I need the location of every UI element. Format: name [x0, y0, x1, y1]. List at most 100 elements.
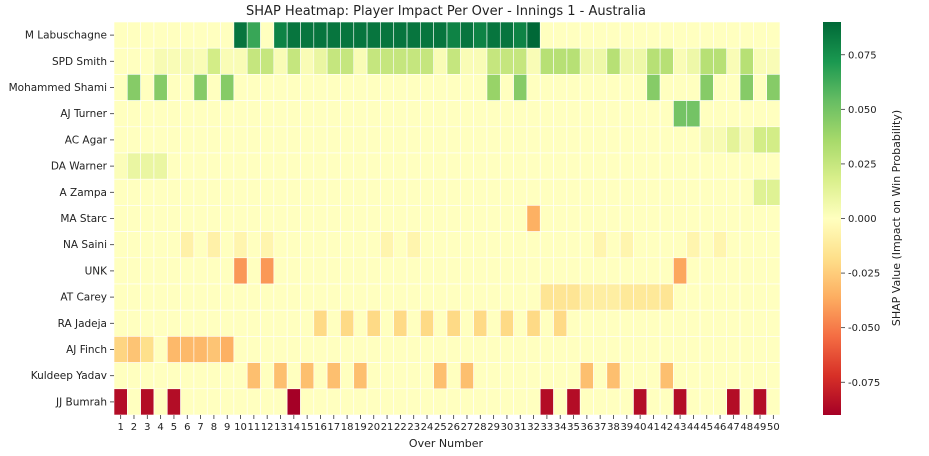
heatmap-cell	[739, 74, 754, 101]
heatmap-cell	[486, 257, 501, 285]
heatmap-cell	[220, 152, 235, 180]
heatmap-cell	[273, 152, 288, 180]
heatmap-cell	[659, 283, 674, 311]
heatmap-cell	[606, 21, 621, 49]
heatmap-cell	[353, 362, 368, 390]
heatmap-cell	[326, 178, 341, 206]
heatmap-cell	[433, 47, 448, 75]
heatmap-cell	[726, 257, 741, 285]
heatmap-cell	[473, 126, 488, 154]
heatmap-cell	[153, 231, 168, 259]
heatmap-cell	[406, 388, 421, 416]
heatmap-cell	[326, 257, 341, 285]
heatmap-cell	[140, 309, 155, 337]
heatmap-cell	[153, 100, 168, 128]
heatmap-cell	[526, 47, 541, 75]
heatmap-cell	[739, 336, 754, 363]
heatmap-cell	[659, 126, 674, 154]
heatmap-cell	[673, 21, 688, 49]
heatmap-cell	[713, 283, 728, 311]
heatmap-cell	[579, 257, 594, 285]
heatmap-cell	[220, 100, 235, 128]
heatmap-cell	[313, 283, 328, 311]
heatmap-cell	[380, 178, 395, 206]
heatmap-cell	[420, 205, 434, 232]
heatmap-cell	[513, 74, 528, 101]
heatmap-cell	[206, 283, 221, 311]
heatmap-cell	[393, 47, 408, 75]
heatmap-cell	[326, 74, 341, 101]
heatmap-cell	[593, 178, 608, 206]
heatmap-cell	[499, 205, 514, 232]
heatmap-cell	[180, 388, 195, 416]
heatmap-cell	[113, 336, 128, 363]
heatmap-cell	[433, 257, 448, 285]
heatmap-cell	[313, 126, 328, 154]
heatmap-cell	[433, 152, 448, 180]
colorbar-tick-label: -0.050	[848, 323, 880, 334]
heatmap-cell	[113, 362, 128, 390]
heatmap-cell	[260, 309, 275, 337]
heatmap-cell	[446, 283, 461, 311]
heatmap-cell	[633, 74, 648, 101]
heatmap-cell	[420, 257, 434, 285]
heatmap-cell	[659, 336, 674, 363]
heatmap-cell	[206, 362, 221, 390]
heatmap-cell	[366, 257, 381, 285]
heatmap-cell	[353, 100, 368, 128]
over-tick-label: 20	[367, 422, 380, 433]
heatmap-cell	[220, 336, 235, 363]
heatmap-cell	[673, 231, 688, 259]
heatmap-cell	[606, 126, 621, 154]
heatmap-cell	[659, 100, 674, 128]
heatmap-cell	[673, 152, 688, 180]
heatmap-cell	[313, 178, 328, 206]
heatmap-cell	[313, 336, 328, 363]
heatmap-cell	[260, 152, 275, 180]
heatmap-cell	[619, 178, 634, 206]
heatmap-cell	[526, 336, 541, 363]
heatmap-cell	[393, 152, 408, 180]
heatmap-cell	[526, 362, 541, 390]
heatmap-cell	[366, 231, 381, 259]
heatmap-cell	[166, 21, 181, 49]
heatmap-cell	[326, 21, 341, 49]
heatmap-cell	[739, 126, 754, 154]
heatmap-cell	[313, 47, 328, 75]
heatmap-cell	[366, 362, 381, 390]
heatmap-cell	[273, 178, 288, 206]
heatmap-cell	[473, 257, 488, 285]
heatmap-cell	[486, 21, 501, 49]
heatmap-cell	[406, 283, 421, 311]
heatmap-cell	[353, 231, 368, 259]
heatmap-cell	[260, 362, 275, 390]
heatmap-cell	[739, 388, 754, 416]
heatmap-cell	[127, 336, 141, 363]
heatmap-cell	[739, 152, 754, 180]
heatmap-cell	[753, 362, 767, 390]
heatmap-cell	[353, 283, 368, 311]
heatmap-cell	[686, 205, 701, 232]
heatmap-cell	[699, 21, 714, 49]
heatmap-cell	[539, 231, 554, 259]
over-tick-label: 17	[327, 422, 340, 433]
heatmap-cell	[127, 231, 141, 259]
heatmap-cell	[180, 74, 195, 101]
heatmap-cell	[566, 388, 581, 416]
over-tick-label: 12	[261, 422, 274, 433]
heatmap-cell	[286, 100, 301, 128]
player-label: RA Jadeja	[58, 318, 107, 330]
heatmap-cell	[300, 152, 315, 180]
heatmap-cell	[726, 336, 741, 363]
heatmap-cell	[566, 178, 581, 206]
heatmap-cell	[420, 283, 434, 311]
heatmap-cell	[206, 47, 221, 75]
heatmap-cell	[593, 100, 608, 128]
player-label: DA Warner	[51, 161, 108, 173]
heatmap-cell	[579, 178, 594, 206]
heatmap-cell	[446, 178, 461, 206]
heatmap-cell	[286, 205, 301, 232]
heatmap-cell	[526, 126, 541, 154]
heatmap-cell	[659, 152, 674, 180]
heatmap-cell	[726, 283, 741, 311]
